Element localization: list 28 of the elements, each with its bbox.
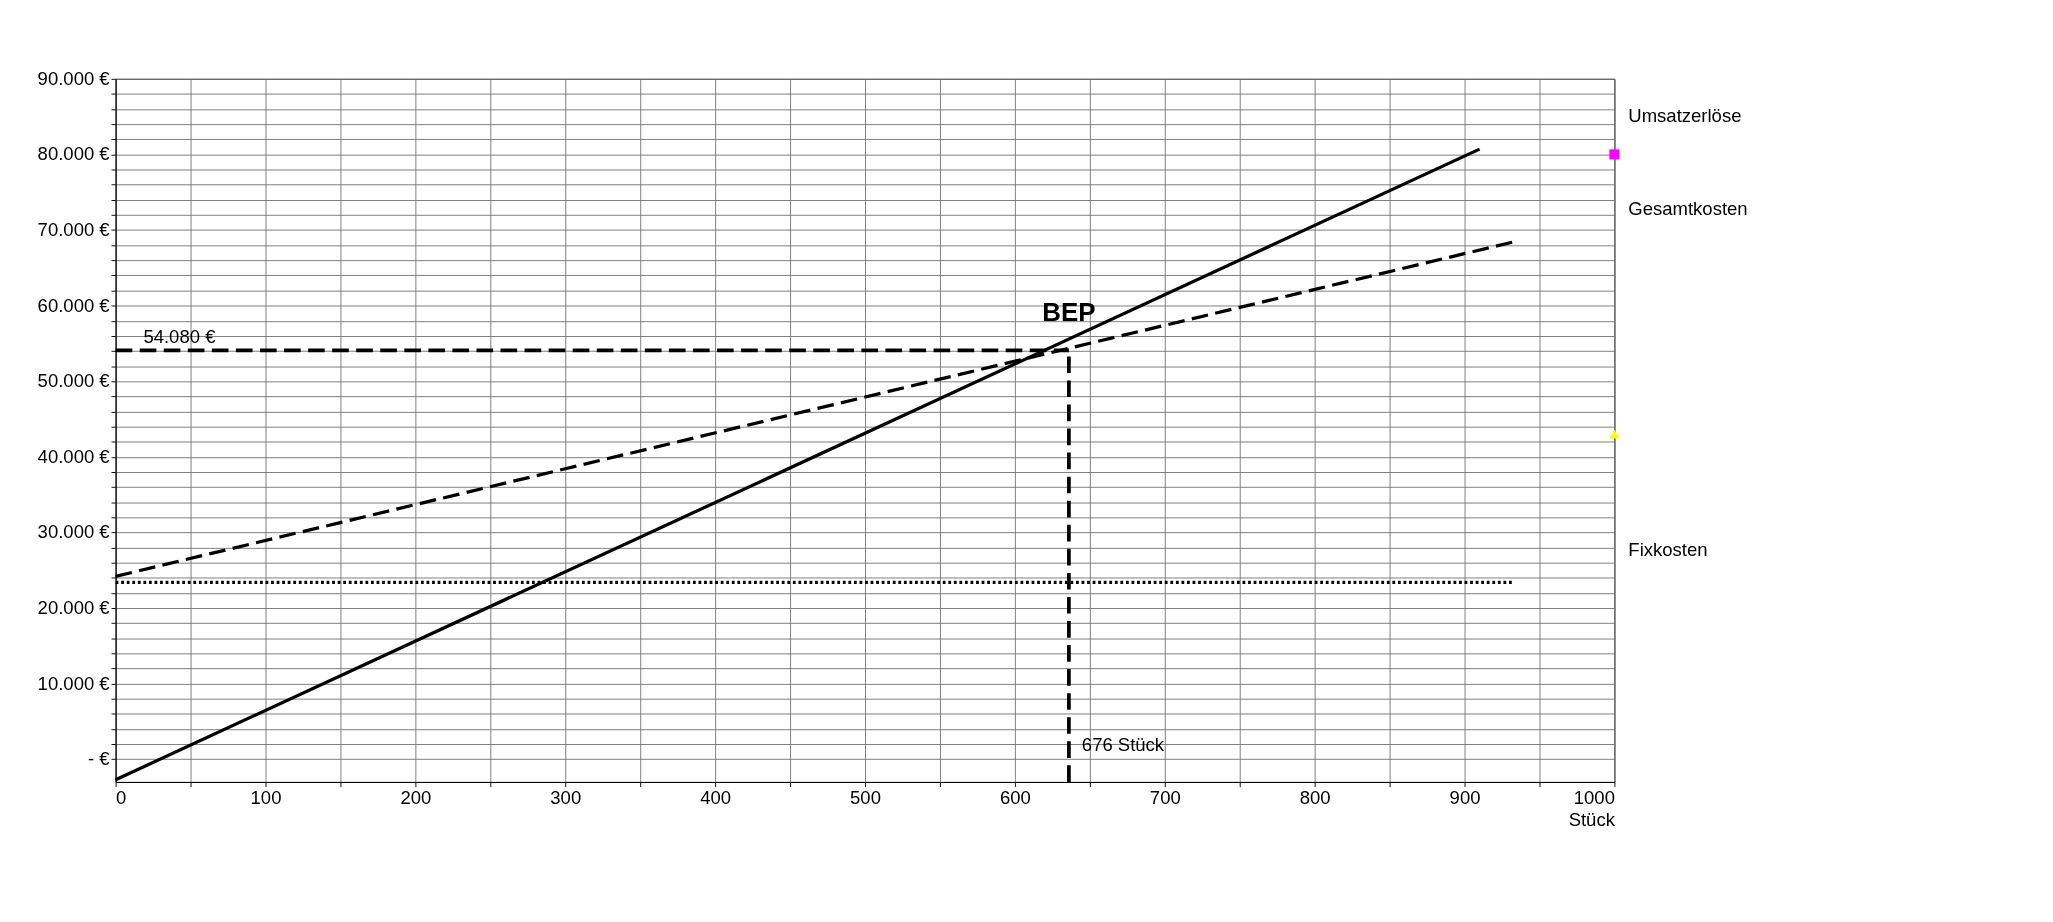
x-tick-label: 600	[999, 786, 1031, 808]
text: Umsatzerlöse	[1628, 105, 1742, 127]
x-tick-label: 400	[700, 786, 732, 808]
ref-line-label: 54.080 €	[143, 326, 217, 348]
x-tick-label: 900	[1449, 786, 1481, 808]
y-tick-label: 90.000 €	[37, 67, 111, 89]
text: Gesamtkosten	[1628, 198, 1748, 220]
y-tick-label: 10.000 €	[37, 672, 111, 694]
ref-line-label: 676 Stück	[1081, 733, 1165, 755]
y-tick-label: 60.000 €	[37, 294, 111, 316]
y-tick-label: 30.000 €	[37, 521, 111, 543]
annotation: BEP	[1042, 297, 1096, 326]
y-tick-label: 40.000 €	[37, 445, 111, 467]
x-axis-title: Stück	[1568, 808, 1616, 830]
y-tick-label: - €	[88, 748, 111, 770]
text: Fixkosten	[1628, 538, 1708, 560]
y-tick-label: 50.000 €	[37, 370, 111, 392]
x-tick-label: 700	[1149, 786, 1181, 808]
x-tick-label: 0	[116, 786, 127, 808]
y-tick-label: 80.000 €	[37, 143, 111, 165]
y-tick-label: 70.000 €	[37, 219, 111, 241]
x-tick-label: 1000	[1573, 786, 1615, 808]
x-tick-label: 500	[850, 786, 881, 808]
x-tick-label: 300	[550, 786, 582, 808]
y-tick-label: 20.000 €	[37, 597, 111, 619]
x-tick-label: 800	[1299, 786, 1331, 808]
x-tick-label: 200	[400, 786, 432, 808]
x-tick-label: 100	[250, 786, 282, 808]
